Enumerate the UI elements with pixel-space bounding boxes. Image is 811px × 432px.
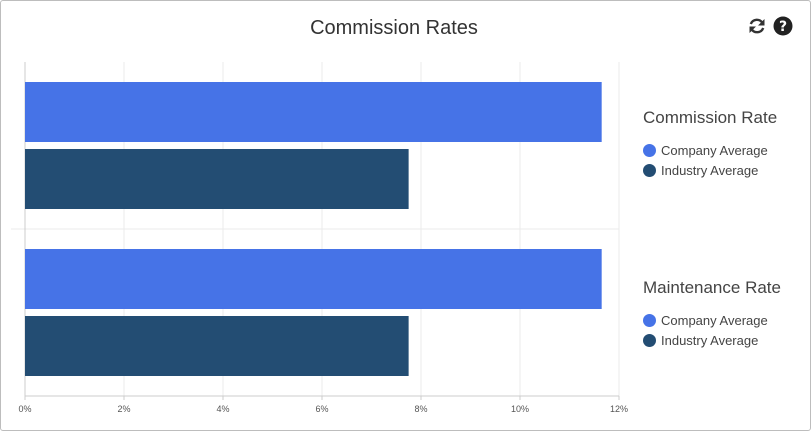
- legend-marker: [643, 333, 656, 347]
- bar: [25, 149, 409, 209]
- legend-item-industry-average[interactable]: Industry Average: [643, 330, 781, 350]
- x-tick-label: 6%: [315, 404, 328, 414]
- x-tick-label: 8%: [414, 404, 427, 414]
- legend-item-industry-average[interactable]: Industry Average: [643, 160, 777, 180]
- legend-item-company-average[interactable]: Company Average: [643, 140, 777, 160]
- legend-commission-rate: Commission Rate Company Average Industry…: [643, 108, 777, 180]
- legend-label: Industry Average: [661, 162, 759, 178]
- legend-marker: [643, 163, 656, 177]
- refresh-icon[interactable]: [747, 16, 767, 36]
- bar: [25, 316, 409, 376]
- legend-label: Company Average: [661, 312, 768, 328]
- legend-item-company-average[interactable]: Company Average: [643, 310, 781, 330]
- legend-title: Maintenance Rate: [643, 278, 781, 297]
- legend-maintenance-rate: Maintenance Rate Company Average Industr…: [643, 278, 781, 350]
- bar: [25, 82, 602, 142]
- legend-label: Company Average: [661, 142, 768, 158]
- x-tick-label: 4%: [216, 404, 229, 414]
- svg-text:?: ?: [779, 19, 787, 35]
- x-tick-label: 2%: [117, 404, 130, 414]
- legend-marker: [643, 313, 656, 327]
- legend-label: Industry Average: [661, 332, 759, 348]
- help-icon[interactable]: ?: [773, 16, 793, 36]
- legend-marker: [643, 143, 656, 157]
- chart-title: Commission Rates: [310, 17, 478, 39]
- bar: [25, 249, 602, 309]
- x-tick-label: 0%: [18, 404, 31, 414]
- x-tick-label: 12%: [610, 404, 628, 414]
- x-tick-label: 10%: [511, 404, 529, 414]
- bar-chart-plot: 0% 2% 4% 6% 8% 10% 12%: [11, 62, 628, 414]
- legend-title: Commission Rate: [643, 108, 778, 127]
